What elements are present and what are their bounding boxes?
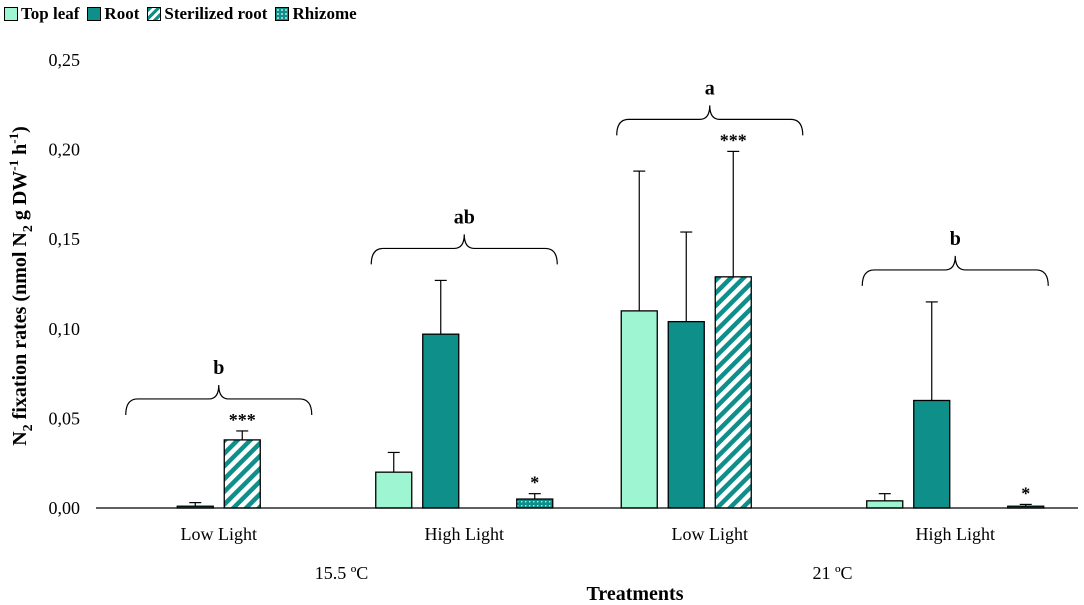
- y-axis-title-part: 2: [21, 225, 36, 232]
- group-significance-letter: b: [213, 357, 224, 379]
- legend-item-rhizome: Rhizome: [275, 4, 357, 24]
- y-axis-title-part: g DW: [9, 171, 31, 225]
- legend-swatch: [147, 7, 162, 21]
- y-tick-label: 0,20: [49, 140, 81, 160]
- x-tick-label: High Light: [425, 524, 505, 544]
- group-bracket: [616, 105, 804, 136]
- bar-top-leaf: [375, 471, 413, 509]
- group-bracket: [370, 234, 558, 265]
- y-axis-title-part: fixation rates (nmol N: [9, 232, 31, 425]
- bar-root: [913, 399, 951, 509]
- group-bracket: [125, 384, 313, 415]
- significance-stars: ***: [229, 410, 256, 430]
- y-axis-title-part: ): [9, 126, 31, 133]
- x-tick-label: High Light: [916, 524, 996, 544]
- y-axis-title-part: h: [9, 144, 31, 160]
- y-axis-title-part: -1: [6, 160, 21, 171]
- y-tick-label: 0,00: [49, 498, 81, 518]
- legend-label: Rhizome: [292, 4, 357, 23]
- y-axis-title-part: -1: [6, 133, 21, 144]
- temperature-label: 21 ºC: [812, 563, 852, 583]
- legend-item-sterilized-root: Sterilized root: [147, 4, 267, 24]
- group-significance-letter: ab: [454, 206, 475, 228]
- svg-text:N2 fixation rates (nmol N2 g D: N2 fixation rates (nmol N2 g DW-1 h-1): [6, 126, 36, 446]
- x-tick-label: Low Light: [181, 524, 258, 544]
- y-tick-label: 0,25: [49, 50, 81, 70]
- legend-label: Sterilized root: [164, 4, 268, 23]
- legend-item-top-leaf: Top leaf: [4, 4, 79, 24]
- significance-stars: ***: [720, 130, 747, 150]
- y-tick-label: 0,15: [49, 229, 81, 249]
- bar-top-leaf: [866, 500, 904, 509]
- legend-swatch: [275, 7, 290, 21]
- legend-swatch: [4, 7, 18, 21]
- legend-label: Top leaf: [21, 4, 80, 23]
- y-axis-title: N2 fixation rates (nmol N2 g DW-1 h-1): [6, 126, 36, 446]
- bar-root: [667, 320, 705, 509]
- bar-rhizome: [516, 498, 554, 509]
- significance-stars: *: [1021, 483, 1030, 503]
- legend-swatch: [87, 7, 102, 21]
- legend-item-root: Root: [87, 4, 139, 24]
- legend: Top leaf Root Sterilized root Rhizome: [4, 2, 357, 26]
- temperature-label: 15.5 ºC: [315, 563, 369, 583]
- x-tick-label: Low Light: [672, 524, 749, 544]
- y-tick-label: 0,10: [49, 319, 81, 339]
- significance-stars: *: [530, 473, 539, 493]
- y-tick-label: 0,05: [49, 408, 81, 428]
- bar-top-leaf: [620, 310, 658, 509]
- group-significance-letter: b: [950, 228, 961, 250]
- group-significance-letter: a: [705, 77, 715, 99]
- y-axis-title-part: 2: [21, 424, 36, 431]
- bar-sterilized-root: [223, 439, 261, 509]
- bar-root: [422, 333, 460, 509]
- legend-label: Root: [104, 4, 140, 23]
- bar-sterilized-root: [714, 276, 752, 509]
- x-axis-title: Treatments: [586, 583, 683, 605]
- group-bracket: [861, 255, 1049, 286]
- y-axis-title-part: N: [9, 431, 31, 446]
